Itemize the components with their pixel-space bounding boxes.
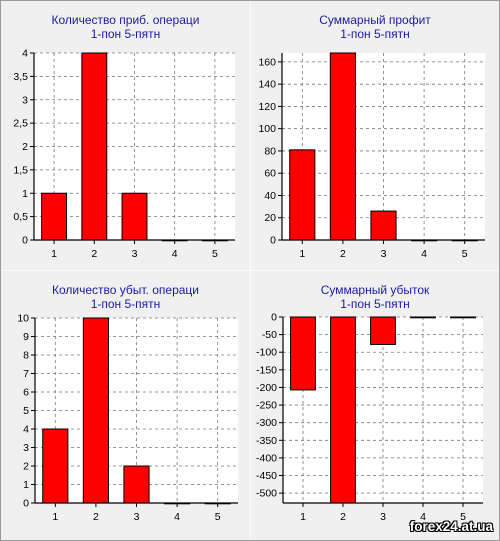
y-tick-label: -300 <box>256 417 277 429</box>
bar <box>450 316 476 319</box>
x-tick-label: 1 <box>52 511 58 523</box>
y-tick-label: 80 <box>264 145 276 157</box>
y-tick-label: 0 <box>271 312 277 324</box>
bar <box>123 465 150 504</box>
y-tick-label: 4 <box>22 48 28 60</box>
y-tick-label: 1 <box>23 479 29 491</box>
y-tick-label: -100 <box>256 347 277 359</box>
chart-subtitle: 1-пон 5-пятн <box>90 27 161 41</box>
y-tick-label: -150 <box>256 364 277 376</box>
y-tick-label: 7 <box>23 368 29 380</box>
bar <box>330 316 356 504</box>
y-tick-label: 20 <box>264 212 276 224</box>
chart-title: Суммарный профит 1-пон 5-пятн <box>251 13 499 41</box>
y-tick-label: 10 <box>17 313 29 325</box>
bar <box>370 316 396 345</box>
bar <box>42 428 69 504</box>
bar <box>81 52 108 241</box>
bar <box>41 192 68 241</box>
y-tick-label: -500 <box>256 488 277 500</box>
bar <box>121 192 148 241</box>
y-tick-label: 0,5 <box>13 211 28 223</box>
bar <box>370 210 397 241</box>
x-tick-label: 2 <box>340 511 346 523</box>
bar <box>290 316 316 391</box>
x-tick-label: 4 <box>420 511 426 523</box>
chart-title-main: Количество приб. операци <box>51 13 200 27</box>
bar <box>329 52 356 241</box>
chart-panel-losing-trades-count: Количество убыт. операци 1-пон 5-пятн 0 1… <box>1 271 250 540</box>
y-tick-label: 3 <box>23 442 29 454</box>
chart-plot: 0 0,5 1 1,5 2 2,5 3 3,5 4 1 2 3 4 5 <box>13 48 235 260</box>
x-tick-label: 1 <box>300 511 306 523</box>
x-tick-label: 2 <box>93 511 99 523</box>
y-tick-label: 0 <box>22 235 28 247</box>
chart-title: Количество убыт. операци 1-пон 5-пятн <box>1 283 250 311</box>
x-tick-label: 5 <box>462 248 468 260</box>
chart-plot: 0 20 40 60 80 100 120 140 160 1 2 3 4 5 <box>258 52 485 260</box>
chart-title-main: Суммарный профит <box>319 13 431 27</box>
y-tick-label: -350 <box>256 435 277 447</box>
x-tick-label: 1 <box>51 248 57 260</box>
x-tick-label: 3 <box>132 248 138 260</box>
chart-subtitle: 1-пон 5-пятн <box>340 297 410 311</box>
y-tick-label: 0 <box>23 498 29 510</box>
y-tick-label: 3,5 <box>13 71 28 83</box>
chart-title-main: Количество убыт. операци <box>51 283 199 297</box>
y-tick-label: 4 <box>23 424 29 436</box>
x-tick-label: 2 <box>340 248 346 260</box>
chart-panel-total-loss: Суммарный убыток 1-пон 5-пятн -500 -450 -4… <box>251 271 499 540</box>
y-tick-label: 1,5 <box>13 164 28 176</box>
x-tick-label: 4 <box>172 248 178 260</box>
y-tick-label: 160 <box>258 56 276 68</box>
y-tick-label: -400 <box>256 452 277 464</box>
y-tick-label: 2,5 <box>13 118 28 130</box>
y-tick-label: -450 <box>256 470 277 482</box>
y-tick-label: 2 <box>22 141 28 153</box>
x-tick-label: 5 <box>212 248 218 260</box>
chart-panel-total-profit: Суммарный профит 1-пон 5-пятн 0 20 40 60 80 1… <box>251 1 499 270</box>
chart-plot: -500-450-400-350-300-250-200-150-100-500… <box>256 312 483 523</box>
y-tick-label: 8 <box>23 350 29 362</box>
panel-divider-vertical <box>250 1 251 540</box>
y-tick-label: 3 <box>22 94 28 106</box>
chart-title: Количество приб. операци 1-пон 5-пятн <box>1 13 250 41</box>
y-tick-label: 1 <box>22 188 28 200</box>
y-tick-label: -200 <box>256 382 277 394</box>
x-tick-label: 2 <box>91 248 97 260</box>
y-tick-label: -50 <box>262 329 277 341</box>
y-tick-label: 0 <box>270 235 276 247</box>
y-tick-label: 2 <box>23 461 29 473</box>
chart-subtitle: 1-пон 5-пятн <box>340 27 410 41</box>
x-tick-label: 1 <box>299 248 305 260</box>
bar <box>289 149 316 241</box>
x-tick-label: 3 <box>380 511 386 523</box>
y-tick-label: 140 <box>258 79 276 91</box>
x-tick-label: 5 <box>215 511 221 523</box>
chart-title-main: Суммарный убыток <box>320 283 430 297</box>
y-tick-label: 5 <box>23 405 29 417</box>
chart-title: Суммарный убыток 1-пон 5-пятн <box>251 283 499 311</box>
y-tick-label: 6 <box>23 387 29 399</box>
bar <box>82 317 109 504</box>
y-tick-label: 40 <box>264 190 276 202</box>
watermark-text: forex24.at.ua <box>409 519 493 534</box>
x-tick-label: 5 <box>460 511 466 523</box>
x-tick-label: 4 <box>421 248 427 260</box>
x-tick-label: 3 <box>381 248 387 260</box>
x-tick-label: 3 <box>134 511 140 523</box>
chart-plot: 0 1 2 3 4 5 6 7 8 9 10 1 2 3 4 5 <box>17 313 238 523</box>
y-tick-label: 9 <box>23 331 29 343</box>
y-tick-label: 120 <box>258 101 276 113</box>
y-tick-label: -250 <box>256 400 277 412</box>
y-tick-label: 100 <box>258 123 276 135</box>
chart-subtitle: 1-пон 5-пятн <box>90 297 161 311</box>
bar <box>410 316 436 319</box>
y-tick-label: 60 <box>264 168 276 180</box>
x-tick-label: 4 <box>174 511 180 523</box>
